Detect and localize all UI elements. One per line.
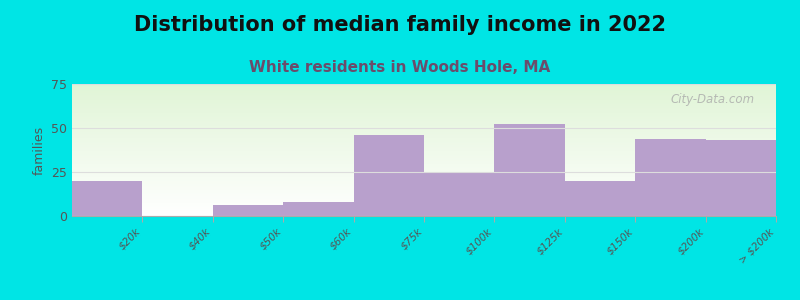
Bar	[354, 135, 424, 216]
Bar	[283, 202, 354, 216]
Text: White residents in Woods Hole, MA: White residents in Woods Hole, MA	[250, 60, 550, 75]
Text: City-Data.com: City-Data.com	[670, 93, 755, 106]
Bar	[213, 206, 283, 216]
Y-axis label: families: families	[33, 125, 46, 175]
Bar	[706, 140, 776, 216]
Bar	[635, 139, 706, 216]
Bar	[494, 124, 565, 216]
Text: Distribution of median family income in 2022: Distribution of median family income in …	[134, 15, 666, 35]
Bar	[424, 172, 494, 216]
Bar	[565, 181, 635, 216]
Bar	[72, 181, 142, 216]
